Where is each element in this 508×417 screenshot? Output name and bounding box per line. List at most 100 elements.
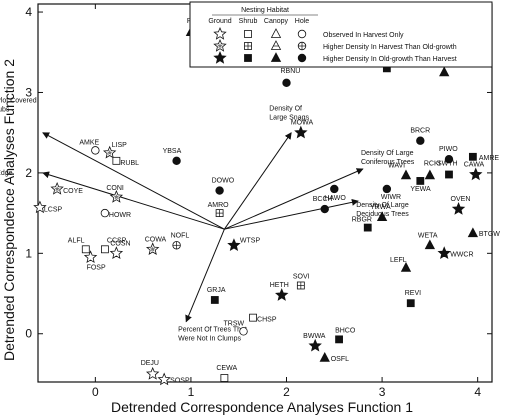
legend-marker [213,26,227,40]
legend-marker [297,41,307,51]
legend-column-header: Shrub [239,18,258,25]
point-label: TRSW [223,320,244,327]
point-label: REVI [405,290,421,297]
point-label: WTSP [240,237,261,244]
point-label: SOVI [293,273,310,280]
legend-marker [297,29,307,39]
point-label: PIWO [439,146,458,153]
point-label: CHSP [257,317,277,324]
legend-box [189,1,493,68]
point-lisp [102,145,117,159]
point-brcr [416,136,425,145]
point-label: SWTH [437,161,458,168]
point-wwcr [437,246,451,260]
point-swth [445,170,453,179]
point-rubl [112,156,121,165]
x-tick-label: 1 [188,385,195,399]
vector-label: Percent Of Trees That Were Not In Clumps [178,327,247,343]
legend-column-header: Canopy [264,18,289,25]
point-wiwr [382,184,392,194]
point-label: SOSP [170,378,190,385]
point-label: RBGR [352,217,372,224]
vector-label: Density Of Large Snags [269,106,309,122]
vector-arrow [224,198,359,230]
point-label: GRJA [207,287,226,294]
point-alfl [81,245,90,254]
point-label: YRWA [370,204,391,211]
point-label: CCSP [107,237,127,244]
point-label: DEJU [141,360,159,367]
point-label: LISP [112,142,128,149]
point-bhco [335,335,343,344]
point-heth [275,288,289,301]
point-rbnu [282,78,291,88]
point-ybsa [172,156,181,166]
point-label: HAWO [324,195,346,202]
point-label: ALFL [68,237,85,244]
vector-label: Distance To EdgeOf Cut-block [0,170,13,186]
point-label: LEFL [390,257,407,264]
legend: Nesting Habitat Ground Shrub Canopy Hole Obse… [189,1,493,68]
point-sosp [157,372,171,386]
vector-arrow [42,171,225,230]
point-fosp [83,250,98,264]
y-tick-label: 2 [25,166,32,180]
point-bwwa [308,338,322,352]
legend-column-header: Hole [295,18,310,25]
legend-marker [270,52,282,62]
x-tick-label: 0 [92,385,99,399]
point-osfl [319,352,330,362]
point-label: RUBL [120,160,139,167]
point-label: WAVI [388,162,405,169]
point-revi [406,299,415,308]
point-label: OSFL [331,356,349,363]
point-label: YEWA [410,186,431,193]
point-label: AMKE [79,139,99,146]
vector-label: Percent Of Plot CoveredBy High Shrubs [0,98,37,114]
point-btgw [467,227,479,238]
point-label: NOFL [171,232,190,239]
legend-title: Nesting Habitat [241,7,289,14]
point-dowo [215,186,224,195]
legend-row-label: Higher Density In Harvest Than Old-growt… [323,44,457,51]
legend-marker [270,40,282,50]
point-label: WETA [418,232,438,239]
legend-marker [244,42,252,50]
point-amre [468,152,477,161]
point-label: RBNU [281,68,301,75]
legend-marker [244,30,252,38]
y-tick-label: 0 [25,327,32,341]
point-howr [100,208,110,218]
point-label: BWWA [303,333,326,340]
point-rbgr [363,223,372,232]
legend-column-header: Ground [208,18,231,25]
point-grja [210,296,219,304]
point-coni [109,189,124,203]
point-label: HETH [270,282,289,289]
point-label: WIWR [381,194,401,201]
point-label: RCKI [424,160,441,167]
point-piwo [444,155,454,164]
y-tick-label: 4 [25,5,32,19]
point-label: CEWA [216,365,237,372]
legend-marker [270,28,282,38]
legend-marker [297,53,307,63]
point-label: COWA [145,236,167,243]
legend-marker [244,54,252,62]
point-label: FOSP [87,264,106,271]
point-label: LCSP [44,206,63,213]
point-label: CAWA [464,162,485,169]
x-axis-title: Detrended Correspondence Analyses Functi… [111,399,413,415]
point-label: BHCO [335,327,356,334]
vector-arrow [223,132,292,230]
x-tick-label: 4 [474,385,481,399]
point-deju [145,366,160,380]
point-ccsp [101,245,109,254]
point-mowa [294,125,308,139]
y-tick-label: 1 [25,246,32,260]
point-bcch [320,204,329,214]
vector-arrow [42,132,225,230]
point-label: AMRE [479,155,500,162]
